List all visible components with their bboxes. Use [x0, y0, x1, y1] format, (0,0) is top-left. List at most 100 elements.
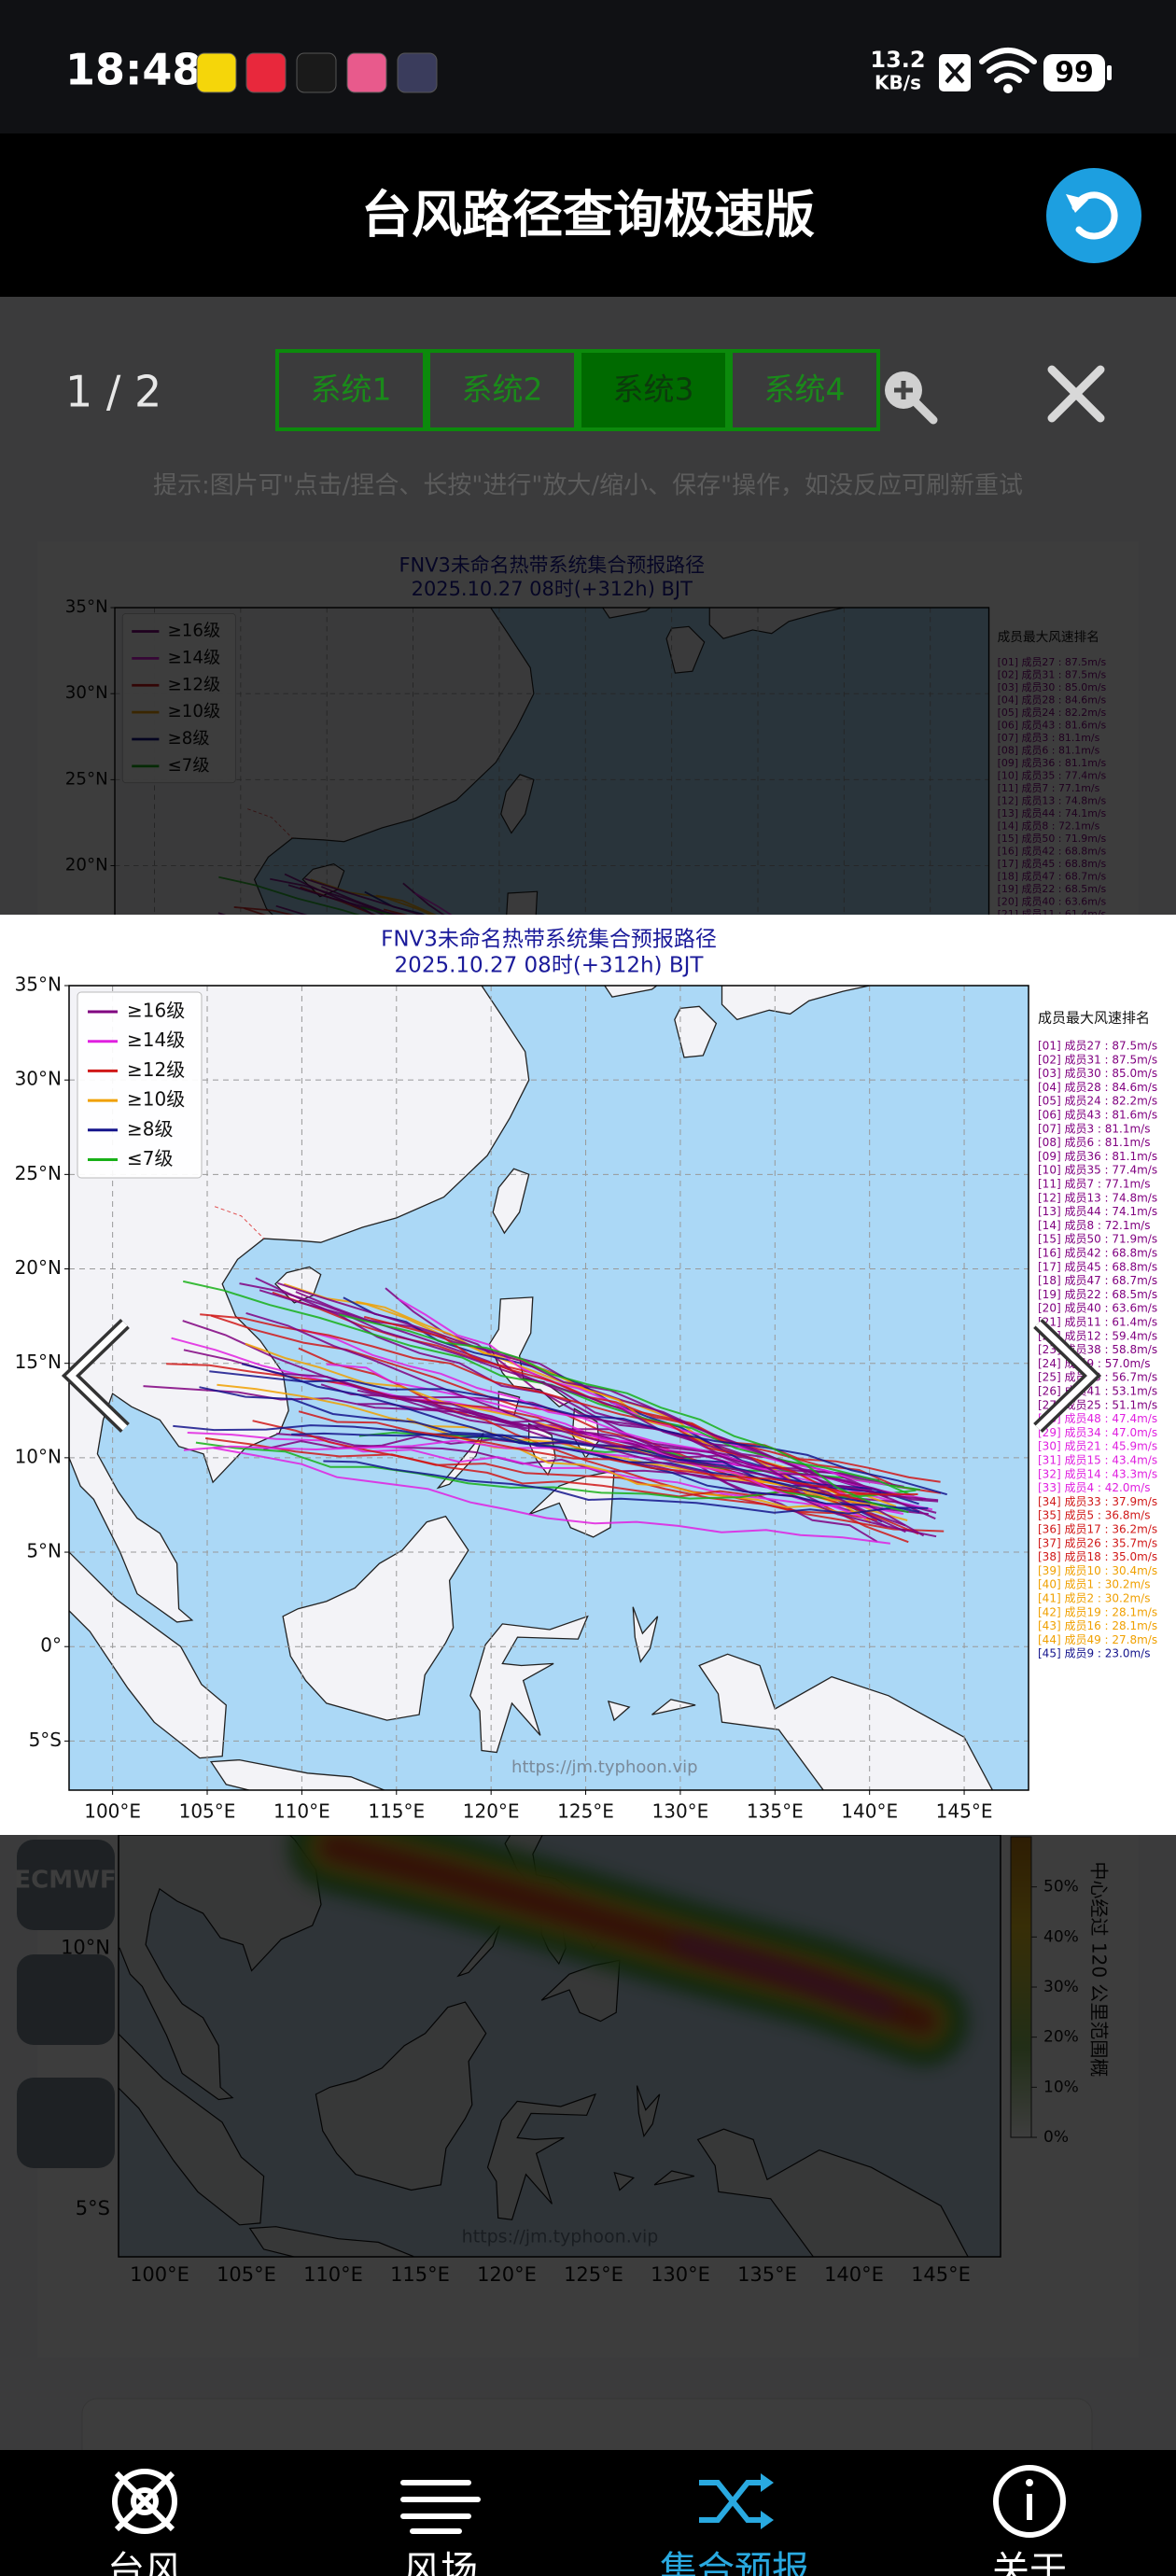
arrow-inner — [65, 1321, 128, 1431]
track — [183, 1349, 937, 1538]
ranking-entry: [24] 成员9 : 57.0m/s — [1038, 1357, 1150, 1370]
chart-title: 2025.10.27 08时(+312h) BJT — [395, 954, 705, 978]
track — [241, 1363, 871, 1506]
ranking-entry: [39] 成员10 : 30.4m/s — [1038, 1564, 1157, 1577]
tab-label: 系统1 — [311, 371, 392, 408]
ranking-entry: [29] 成员34 : 47.0m/s — [1038, 1426, 1157, 1439]
y-tick-label: 0° — [40, 1634, 62, 1657]
ranking-entry: [18] 成员47 : 68.7m/s — [1038, 1274, 1157, 1287]
nav-item[interactable]: 风场 — [400, 2480, 481, 2576]
system-tab[interactable]: 系统4 — [729, 349, 880, 431]
net-unit: KB/s — [875, 72, 921, 94]
nav-item[interactable]: 集合预报 — [660, 2473, 809, 2576]
legend-label: ≥12级 — [127, 1058, 185, 1081]
track — [209, 1370, 947, 1496]
y-tick-label: 20°N — [15, 1256, 62, 1279]
system-tab[interactable]: 系统3 — [578, 349, 729, 431]
x-tick-label: 105°E — [179, 1800, 236, 1823]
ranking-entry: [07] 成员3 : 81.1m/s — [1038, 1122, 1150, 1135]
ranking-entry: [30] 成员21 : 45.9m/s — [1038, 1440, 1157, 1453]
zoom-button[interactable] — [885, 371, 938, 425]
track — [298, 1347, 878, 1521]
tab-box — [578, 349, 729, 431]
ranking-entry: [02] 成员31 : 87.5m/s — [1038, 1053, 1157, 1066]
nav-icon — [400, 2480, 481, 2534]
ranking-entry: [31] 成员15 : 43.4m/s — [1038, 1454, 1157, 1467]
system-tab[interactable]: 系统2 — [427, 349, 578, 431]
ranking-entry: [43] 成员16 : 28.1m/s — [1038, 1619, 1157, 1632]
app-icon — [296, 52, 337, 93]
y-tick-label: 5°S — [29, 1729, 62, 1751]
land — [469, 1615, 589, 1754]
bottom-nav — [0, 2450, 1176, 2576]
track — [357, 1389, 912, 1496]
next-arrow[interactable] — [1033, 1318, 1102, 1434]
ranking-entry: [33] 成员4 : 42.0m/s — [1038, 1481, 1150, 1494]
watermark: https://jm.typhoon.vip — [511, 1757, 698, 1777]
nav-label: 集合预报 — [660, 2549, 809, 2576]
image-counter: 1 / 2 — [65, 367, 161, 417]
ranking-entry: [01] 成员27 : 87.5m/s — [1038, 1040, 1157, 1053]
tab-label: 系统3 — [613, 371, 694, 408]
ranking-entry: [16] 成员42 : 68.8m/s — [1038, 1247, 1157, 1260]
previous-arrow[interactable] — [61, 1318, 130, 1434]
nav-item[interactable]: 台风 — [107, 2469, 182, 2576]
track — [298, 1410, 918, 1496]
x-tick-label: 110°E — [273, 1800, 330, 1823]
refresh-button[interactable] — [1046, 168, 1141, 263]
zoom-plus — [894, 381, 913, 399]
ranking-entry: [21] 成员11 : 61.4m/s — [1038, 1316, 1157, 1329]
ranking-entry: [41] 成员2 : 30.2m/s — [1038, 1592, 1150, 1605]
border-line — [214, 1206, 265, 1239]
ranking-entry: [13] 成员44 : 74.1m/s — [1038, 1205, 1157, 1218]
track — [245, 1342, 878, 1506]
x-tick-label: 130°E — [652, 1800, 709, 1823]
wifi-icon — [979, 48, 1037, 83]
ranking-entry: [32] 成员14 : 43.3m/s — [1038, 1467, 1157, 1480]
ranking-entry: [17] 成员45 : 68.8m/s — [1038, 1260, 1157, 1273]
ranking-entry: [20] 成员40 : 63.6m/s — [1038, 1302, 1157, 1315]
battery — [1043, 54, 1105, 91]
ranking-entry: [36] 成员17 : 36.2m/s — [1038, 1523, 1157, 1536]
ranking-entry: [42] 成员19 : 28.1m/s — [1038, 1605, 1157, 1618]
track — [263, 1435, 873, 1491]
plot-frame — [68, 985, 1029, 1791]
ranking-entry: [26] 成员41 : 53.1m/s — [1038, 1385, 1157, 1398]
app-icon — [397, 52, 438, 93]
battery-level: 99 — [1055, 57, 1094, 90]
ranking-entry: [44] 成员49 : 27.8m/s — [1038, 1633, 1157, 1646]
nav-item[interactable]: 关于 — [992, 2465, 1067, 2576]
ranking-entry: [03] 成员30 : 85.0m/s — [1038, 1067, 1157, 1080]
tab-box — [275, 349, 427, 431]
track — [204, 1437, 945, 1533]
nav-icon — [1026, 2479, 1033, 2486]
nav-icon — [699, 2480, 766, 2523]
zoom-handle — [912, 399, 938, 425]
tab-label: 系统2 — [462, 371, 543, 408]
legend-label: ≤7级 — [127, 1147, 173, 1169]
nav-label: 风场 — [403, 2549, 478, 2576]
ranking-entry: [11] 成员7 : 77.1m/s — [1038, 1178, 1150, 1191]
legend-label: ≥16级 — [127, 1000, 185, 1022]
x-tick-label: 115°E — [368, 1800, 425, 1823]
arrow-inner — [1035, 1321, 1098, 1431]
ranking-entry: [04] 成员28 : 84.6m/s — [1038, 1081, 1157, 1094]
track — [410, 1399, 939, 1503]
tab-box — [427, 349, 578, 431]
nav-icon — [131, 2487, 159, 2515]
nav-icon — [112, 2469, 177, 2534]
track — [326, 1363, 867, 1519]
sim-x — [945, 62, 965, 84]
land — [651, 1699, 696, 1715]
ranking-entry: [19] 成员22 : 68.5m/s — [1038, 1288, 1157, 1301]
close-button[interactable] — [1047, 365, 1105, 423]
x-tick-label: 140°E — [841, 1800, 898, 1823]
track — [173, 1424, 919, 1505]
land — [282, 1515, 469, 1721]
ranking-entry: [09] 成员36 : 81.1m/s — [1038, 1150, 1157, 1163]
system-tab[interactable]: 系统1 — [275, 349, 427, 431]
ranking-entry: [08] 成员6 : 81.1m/s — [1038, 1136, 1150, 1149]
app-title: 台风路径查询极速版 — [361, 186, 815, 245]
land — [209, 1758, 386, 1790]
ranking-entry: [22] 成员12 : 59.4m/s — [1038, 1329, 1157, 1342]
